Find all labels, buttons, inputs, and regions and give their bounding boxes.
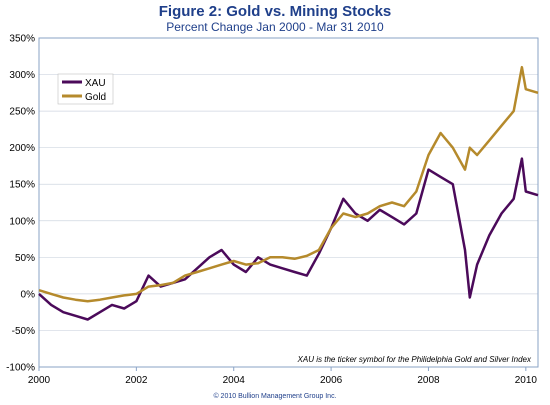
chart-subtitle: Percent Change Jan 2000 - Mar 31 2010 xyxy=(166,20,384,34)
x-tick-labels: 2000 2002 2004 2006 2008 2010 xyxy=(28,367,538,386)
y-tick-label: 350% xyxy=(9,34,35,45)
y-tick-label: 50% xyxy=(15,253,35,264)
legend: XAU Gold xyxy=(57,73,114,105)
legend-box xyxy=(57,73,114,105)
chart-annotation: XAU is the ticker symbol for the Philide… xyxy=(297,355,532,364)
y-tick-label: 150% xyxy=(9,180,35,191)
series-lines xyxy=(38,65,539,321)
x-tick-label: 2008 xyxy=(417,375,440,386)
y-grid-lines xyxy=(39,37,538,368)
y-tick-labels: -100% -50% 0% 50% 100% 150% 200% 250% 300% 350% xyxy=(6,34,35,374)
y-tick-label: 300% xyxy=(9,70,35,81)
x-tick-label: 2004 xyxy=(223,375,246,386)
chart-title: Figure 2: Gold vs. Mining Stocks xyxy=(158,3,392,20)
x-tick-label: 2002 xyxy=(125,375,148,386)
series-line-gold xyxy=(38,65,539,303)
legend-label-xau: XAU xyxy=(85,78,106,89)
credit-line: © 2010 Bullion Management Group Inc. xyxy=(213,393,337,400)
plot-frame xyxy=(38,37,539,368)
y-tick-label: 100% xyxy=(9,216,35,227)
series-line-xau xyxy=(38,157,539,321)
x-tick-label: 2006 xyxy=(320,375,343,386)
y-tick-label: 0% xyxy=(21,289,36,300)
y-tick-label: -100% xyxy=(6,363,35,374)
x-tick-label: 2010 xyxy=(515,375,538,386)
x-tick-label: 2000 xyxy=(28,375,51,386)
legend-label-gold: Gold xyxy=(85,92,106,103)
y-tick-label: 250% xyxy=(9,107,35,118)
y-tick-label: 200% xyxy=(9,143,35,154)
y-tick-label: -50% xyxy=(12,326,35,337)
